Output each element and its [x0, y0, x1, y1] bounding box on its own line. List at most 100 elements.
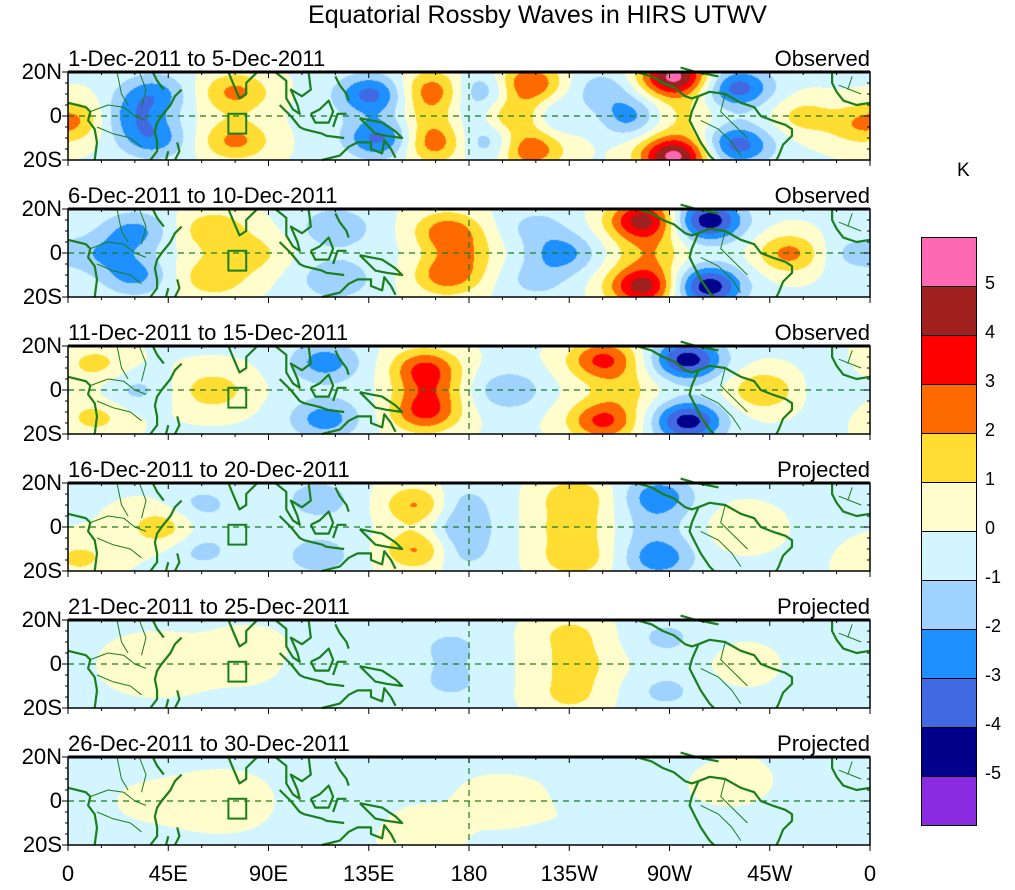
y-tick-label: 20N	[21, 196, 62, 221]
map-panel	[62, 340, 871, 440]
coastline	[334, 760, 350, 786]
coastline	[334, 486, 350, 512]
y-tick-label: 20S	[22, 832, 62, 857]
coastline	[173, 827, 181, 846]
coastline	[219, 207, 259, 237]
colorbar-label: 4	[985, 322, 996, 342]
colorbar-box	[921, 335, 977, 385]
panel-title: 21-Dec-2011 to 25-Dec-2011	[68, 594, 350, 619]
country-border	[720, 367, 748, 413]
country-border	[700, 804, 742, 841]
coastline	[688, 643, 715, 709]
country-border	[116, 619, 129, 654]
map-panel	[62, 614, 871, 714]
panel-status: Observed	[774, 320, 870, 345]
coastline	[67, 101, 99, 161]
coastline	[164, 287, 170, 298]
map-overlay	[62, 66, 871, 166]
panel-status: Projected	[777, 731, 870, 756]
coastline	[151, 208, 165, 228]
panel-status: Projected	[777, 457, 870, 482]
x-tick-label: 0	[863, 861, 877, 886]
x-tick-label: 90W	[646, 861, 693, 886]
map-overlay	[62, 751, 871, 851]
coastline	[151, 71, 165, 91]
country-border	[96, 400, 142, 422]
map-panel	[62, 203, 871, 303]
map-overlay	[62, 340, 871, 440]
coastline	[149, 773, 183, 846]
coastline	[359, 254, 404, 277]
y-tick-label: 20S	[22, 147, 62, 172]
region-box	[227, 249, 248, 272]
coastline	[67, 375, 99, 435]
coastline	[149, 225, 183, 298]
x-tick-label: 45W	[747, 861, 793, 886]
coastline	[635, 755, 699, 785]
coastline	[688, 369, 715, 435]
coastline	[830, 72, 871, 107]
coastline	[321, 687, 397, 710]
country-border	[96, 537, 142, 559]
coastline	[321, 824, 397, 847]
panel-title: 16-Dec-2011 to 20-Dec-2011	[68, 457, 350, 482]
country-border	[116, 208, 129, 243]
colorbar-box	[921, 482, 977, 532]
coastline	[332, 660, 347, 676]
colorbar-label: -1	[985, 567, 1002, 587]
country-border	[838, 495, 862, 506]
colorbar-unit: K	[957, 160, 970, 181]
country-border	[116, 345, 129, 380]
country-border	[838, 358, 862, 369]
country-border	[96, 811, 142, 833]
coastline	[173, 142, 181, 161]
coastline	[67, 512, 99, 572]
colorbar-box	[921, 384, 977, 434]
coastline	[173, 690, 181, 709]
country-border	[720, 641, 748, 687]
y-tick-label: 20N	[21, 470, 62, 495]
coastline	[164, 150, 170, 161]
colorbar-label: 5	[985, 273, 996, 293]
country-border	[838, 221, 862, 232]
coastline	[67, 786, 99, 846]
region-box	[227, 523, 248, 546]
y-tick-label: 20S	[22, 284, 62, 309]
region-box	[227, 797, 248, 820]
country-border	[700, 256, 742, 293]
country-border	[847, 761, 853, 775]
colorbar-box	[921, 531, 977, 581]
coastline	[173, 279, 181, 298]
country-border	[138, 345, 147, 382]
country-border	[838, 769, 862, 780]
map-panel	[62, 477, 871, 577]
coastline	[688, 95, 715, 161]
country-border	[138, 482, 147, 519]
y-tick-label: 0	[49, 514, 62, 539]
coastline	[67, 238, 99, 298]
coastline	[309, 784, 335, 809]
y-tick-label: 20S	[22, 695, 62, 720]
country-border	[700, 530, 742, 567]
panel-title: 26-Dec-2011 to 30-Dec-2011	[68, 731, 350, 756]
country-border	[847, 76, 853, 90]
coastline	[173, 416, 181, 435]
coastline	[359, 391, 404, 414]
panel-status: Projected	[777, 594, 870, 619]
panel-status: Observed	[774, 183, 870, 208]
coastline	[359, 117, 404, 140]
map-overlay	[62, 477, 871, 577]
map-panel	[62, 66, 871, 166]
coastline	[274, 345, 312, 389]
coastline	[688, 232, 715, 298]
coastline	[173, 553, 181, 572]
region-box	[227, 112, 248, 135]
country-border	[116, 756, 129, 791]
country-border	[700, 393, 742, 430]
colorbar-box	[921, 286, 977, 336]
coastline	[321, 413, 397, 436]
coastline	[635, 207, 699, 237]
coastline	[151, 756, 165, 776]
coastline	[151, 619, 165, 639]
colorbar-label: -5	[985, 763, 1002, 783]
